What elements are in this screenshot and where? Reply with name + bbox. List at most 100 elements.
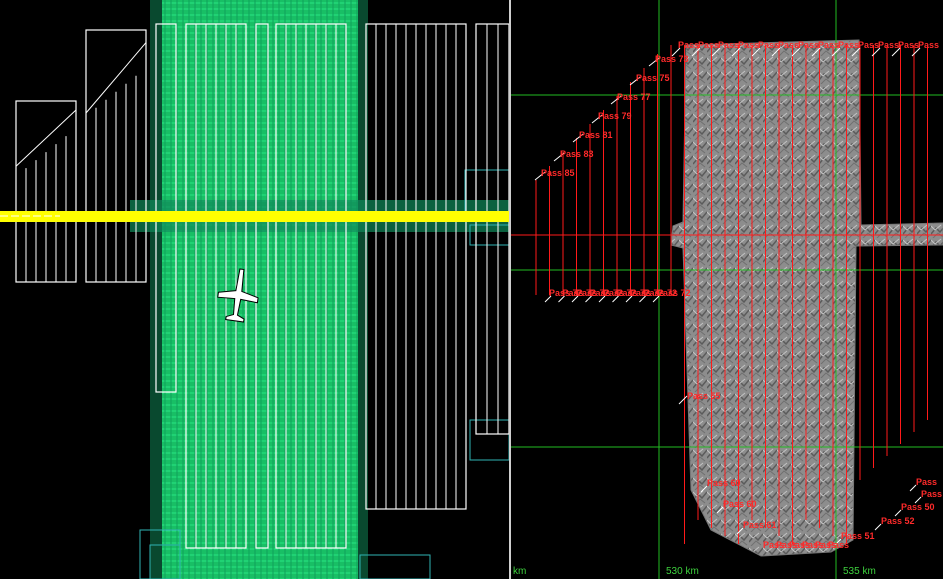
planned-line bbox=[85, 42, 147, 114]
pass-label: Pass 83 bbox=[560, 149, 594, 159]
pass-label: Pass 72 bbox=[657, 288, 691, 298]
pass-label: Pass bbox=[878, 40, 899, 50]
pass-label: Pass 61 bbox=[743, 520, 777, 530]
pass-leader bbox=[811, 47, 821, 57]
pass-label: Pass 60 bbox=[723, 499, 757, 509]
pass-label: Pass bbox=[776, 540, 797, 550]
planned-block bbox=[275, 23, 347, 549]
pass-leader bbox=[700, 485, 708, 493]
pass-label: Pass 51 bbox=[841, 531, 875, 541]
pass-leader bbox=[894, 509, 902, 517]
pass-leader bbox=[751, 47, 761, 57]
pass-label: Pass bbox=[778, 40, 799, 50]
pass-label: Pass 81 bbox=[579, 130, 613, 140]
pass-leader bbox=[874, 523, 882, 531]
pass-label: Pass 77 bbox=[617, 92, 651, 102]
pass-labels-lower-left: Pass 55 bbox=[678, 391, 721, 405]
pass-label: Pass bbox=[858, 40, 879, 50]
pass-label: Pass bbox=[763, 540, 784, 550]
pass-leader bbox=[716, 506, 724, 514]
pass-label: Pass bbox=[916, 477, 937, 487]
pass-leader bbox=[553, 152, 565, 162]
pass-labels-bottom: Pass 60 Pass 60 Pass 61 Pass 51 Pass 52 Pass … bbox=[700, 477, 943, 550]
pass-label: Pass bbox=[789, 540, 810, 550]
flight-passes bbox=[535, 45, 928, 544]
active-flight-line bbox=[0, 211, 509, 222]
pass-label: Pass bbox=[815, 540, 836, 550]
pass-label: Pass 72 bbox=[630, 288, 664, 298]
pass-label: Pass 85 bbox=[541, 168, 575, 178]
pass-label: Pass bbox=[818, 40, 839, 50]
panel-divider bbox=[509, 0, 511, 579]
pass-label: Pass bbox=[918, 40, 939, 50]
pass-leader bbox=[771, 47, 781, 57]
pass-label: Pass bbox=[798, 40, 819, 50]
flight-plan-view[interactable] bbox=[0, 0, 509, 579]
pass-leader bbox=[572, 133, 584, 143]
pass-label: Pass 72 bbox=[576, 288, 610, 298]
pass-leader bbox=[711, 47, 721, 57]
pass-label: Pass bbox=[802, 540, 823, 550]
planned-line bbox=[15, 109, 77, 167]
pass-leader bbox=[911, 47, 921, 57]
pass-leader bbox=[914, 496, 922, 504]
pass-leader bbox=[871, 47, 881, 57]
planned-block bbox=[155, 23, 177, 393]
pass-leader bbox=[639, 295, 646, 303]
flight-plan-map[interactable] bbox=[0, 0, 509, 579]
x-axis-label-start: km bbox=[513, 566, 527, 577]
x-axis-label-535: 535 km bbox=[843, 566, 876, 577]
pass-leader bbox=[544, 295, 552, 303]
planned-block bbox=[475, 23, 509, 435]
pass-label: Pass bbox=[828, 540, 849, 550]
pass-leader bbox=[652, 295, 660, 303]
pass-leader bbox=[831, 47, 841, 57]
pass-leader bbox=[909, 484, 917, 492]
pass-labels-upper-right: PassPassPassPassPassPassPassPassPassPass… bbox=[671, 40, 939, 57]
pass-leader bbox=[891, 47, 901, 57]
pass-label: Pass 72 bbox=[563, 288, 597, 298]
pass-leader bbox=[585, 295, 592, 303]
pass-label: Pass bbox=[698, 40, 719, 50]
pass-leader bbox=[834, 538, 842, 546]
pass-label: Pass 72 bbox=[549, 288, 583, 298]
pass-label: Pass 50 bbox=[901, 502, 935, 512]
coordinate-grid bbox=[511, 0, 943, 579]
pass-leader bbox=[612, 295, 619, 303]
pass-label: Pass 79 bbox=[598, 111, 632, 121]
pass-label: Pass bbox=[678, 40, 699, 50]
pass-leader bbox=[691, 47, 701, 57]
mosaic-map[interactable]: Pass 73 Pass 75 Pass 77 Pass 79 Pass 81 Pass … bbox=[511, 0, 943, 579]
planned-block bbox=[255, 23, 269, 549]
pass-label: Pass 55 bbox=[687, 391, 721, 401]
pass-leader bbox=[558, 295, 565, 303]
x-axis-label-530: 530 km bbox=[666, 566, 699, 577]
mosaic-view[interactable]: Pass 73 Pass 75 Pass 77 Pass 79 Pass 81 Pass … bbox=[511, 0, 943, 579]
pass-label: Pass 48 bbox=[921, 489, 943, 499]
pass-leader bbox=[736, 527, 744, 535]
pass-label: Pass 72 bbox=[590, 288, 624, 298]
pass-labels-top: Pass 73 Pass 75 Pass 77 Pass 79 Pass 81 Pass … bbox=[534, 54, 689, 181]
pass-label: Pass 72 bbox=[603, 288, 637, 298]
pass-leader bbox=[731, 47, 741, 57]
pass-leader bbox=[671, 47, 681, 57]
pass-leader bbox=[648, 57, 660, 67]
pass-leader bbox=[629, 76, 641, 86]
pass-leader bbox=[598, 295, 606, 303]
pass-label: Pass 52 bbox=[881, 516, 915, 526]
pass-leader bbox=[610, 95, 622, 105]
pass-label: Pass 75 bbox=[636, 73, 670, 83]
coverage-edge-right bbox=[358, 0, 368, 579]
coverage-swath bbox=[162, 0, 358, 579]
pass-label: Pass 72 bbox=[644, 288, 678, 298]
pass-leader bbox=[534, 171, 546, 181]
pass-leader bbox=[791, 47, 801, 57]
airplane-icon[interactable] bbox=[215, 266, 262, 323]
pass-leader bbox=[678, 395, 688, 405]
pass-leader bbox=[851, 47, 861, 57]
pass-label: Pass 60 bbox=[707, 478, 741, 488]
planned-blocks bbox=[15, 23, 509, 549]
pass-label: Pass 72 bbox=[617, 288, 651, 298]
pass-label: Pass bbox=[758, 40, 779, 50]
